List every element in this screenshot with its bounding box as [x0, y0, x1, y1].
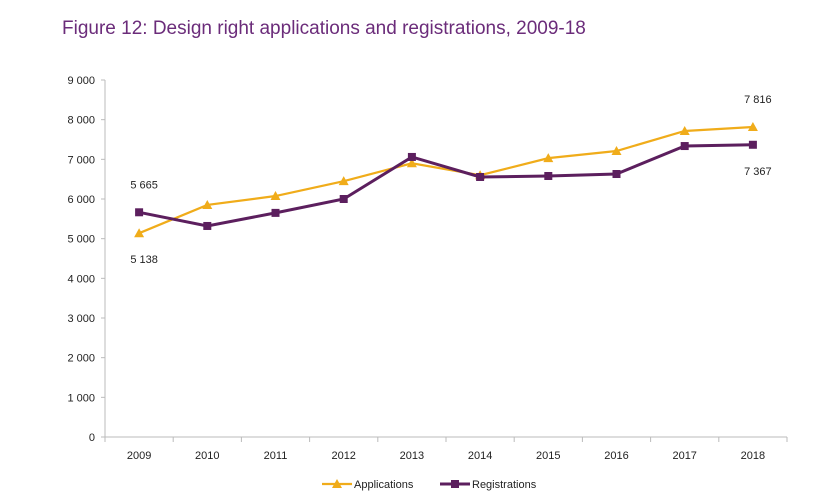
data-point-registrations	[407, 152, 416, 161]
data-point-applications	[679, 125, 690, 135]
x-tick-label: 2015	[536, 450, 560, 462]
data-point-applications	[747, 121, 758, 131]
data-label: 7 816	[744, 94, 772, 106]
y-tick-label: 0	[89, 432, 95, 444]
data-point-applications	[202, 199, 213, 209]
legend-label: Applications	[354, 479, 414, 491]
data-label: 5 665	[130, 179, 158, 191]
y-tick-label: 9 000	[67, 75, 95, 87]
y-tick-label: 5 000	[67, 234, 95, 246]
series-line-applications	[138, 125, 753, 235]
series-line-registrations	[138, 143, 753, 228]
data-point-applications	[611, 146, 622, 156]
x-tick-label: 2016	[604, 450, 628, 462]
data-point-registrations	[271, 208, 280, 217]
legend-label: Registrations	[472, 479, 537, 491]
y-tick-label: 3 000	[67, 313, 95, 325]
data-point-applications	[543, 153, 554, 163]
x-tick-label: 2014	[468, 450, 492, 462]
legend-marker	[332, 479, 342, 488]
data-point-registrations	[544, 171, 553, 180]
chart-title: Figure 12: Design right applications and…	[62, 18, 586, 39]
data-point-applications	[338, 176, 349, 186]
data-label: 5 138	[130, 254, 158, 266]
x-tick-label: 2010	[195, 450, 219, 462]
data-point-registrations	[748, 140, 757, 149]
y-tick-label: 6 000	[67, 194, 95, 206]
y-tick-label: 8 000	[67, 115, 95, 127]
data-point-registrations	[203, 221, 212, 230]
x-tick-label: 2018	[741, 450, 765, 462]
legend-marker	[451, 480, 459, 488]
data-point-registrations	[135, 208, 144, 217]
data-point-registrations	[476, 172, 485, 181]
data-point-applications	[270, 191, 281, 201]
data-point-applications	[134, 228, 145, 238]
data-point-applications	[406, 158, 417, 168]
data-point-registrations	[612, 170, 621, 179]
data-label: 7 367	[744, 166, 772, 178]
x-tick-label: 2011	[264, 450, 288, 462]
y-tick-label: 1 000	[67, 392, 95, 404]
data-point-registrations	[339, 195, 348, 203]
data-point-registrations	[680, 142, 689, 151]
y-tick-label: 4 000	[67, 273, 95, 285]
y-tick-label: 7 000	[67, 154, 95, 166]
x-tick-label: 2012	[331, 450, 355, 462]
x-tick-label: 2009	[127, 450, 151, 462]
y-tick-label: 2 000	[67, 353, 95, 365]
x-tick-label: 2013	[400, 450, 424, 462]
x-tick-label: 2017	[672, 450, 696, 462]
